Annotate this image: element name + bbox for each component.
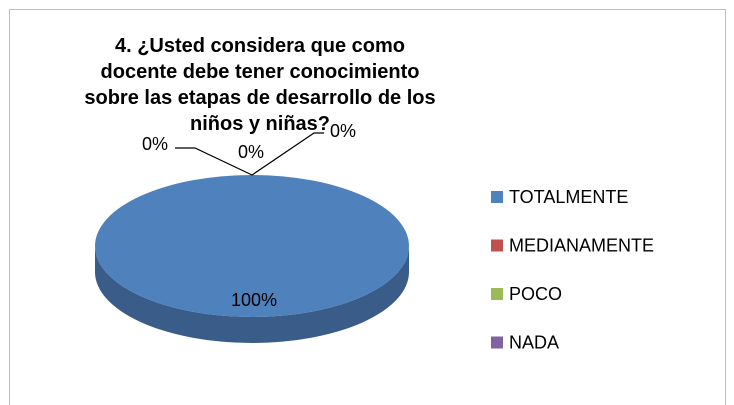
data-label: 0% [330, 121, 356, 141]
legend-swatch [491, 336, 503, 349]
chart-border [9, 9, 726, 405]
legend-label: NADA [509, 332, 559, 352]
data-label: 0% [142, 134, 168, 154]
legend-label: MEDIANAMENTE [509, 235, 654, 255]
data-label: 0% [238, 142, 264, 162]
legend-swatch [491, 239, 503, 252]
legend-label: POCO [509, 284, 562, 304]
legend-swatch [491, 191, 503, 203]
leader-line [175, 147, 253, 176]
pie-side [95, 246, 409, 343]
pie-slice [95, 175, 409, 317]
leader-line [251, 132, 324, 176]
data-label: 100% [231, 290, 277, 310]
legend-label: TOTALMENTE [509, 187, 628, 207]
chart-title: 4. ¿Usted considera que como docente deb… [84, 35, 436, 135]
legend-swatch [491, 288, 503, 300]
